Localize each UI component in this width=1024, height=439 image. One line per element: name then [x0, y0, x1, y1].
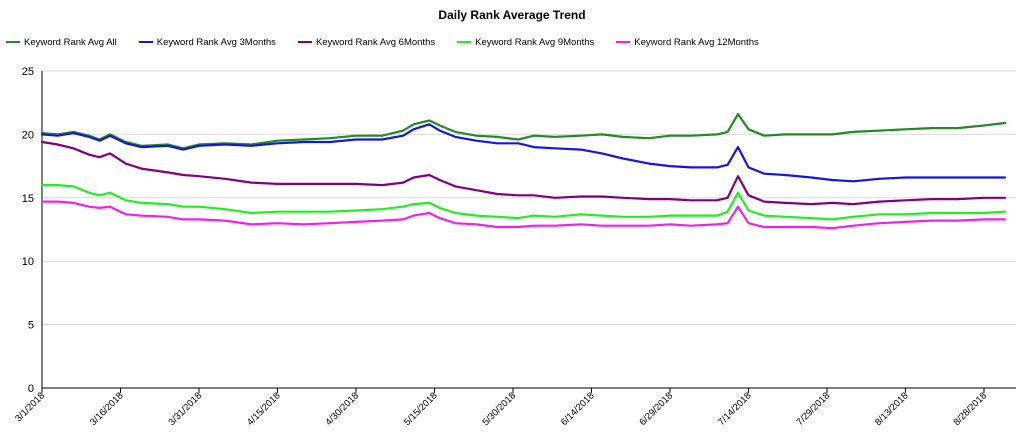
series-line-5 — [40, 200, 1006, 230]
axes — [41, 71, 1016, 393]
x-tick-label: 7/14/2018 — [716, 390, 754, 428]
x-tick-label: 5/30/2018 — [480, 390, 518, 428]
legend-item[interactable]: Keyword Rank Avg 3Months — [138, 36, 276, 48]
x-tick-label: 4/15/2018 — [245, 390, 283, 428]
x-tick-label: 3/31/2018 — [166, 390, 204, 428]
legend-swatch — [457, 41, 472, 43]
legend-item[interactable]: Keyword Rank Avg 12Months — [616, 36, 759, 48]
legend-item[interactable]: Keyword Rank Avg 6Months — [297, 36, 436, 48]
legend-item[interactable]: Keyword Rank Avg All — [6, 37, 117, 48]
gridlines — [42, 70, 1016, 326]
series-line-1 — [40, 113, 1006, 150]
legend-label: Keyword Rank Avg 6Months — [315, 36, 436, 48]
x-tick-label: 6/29/2018 — [637, 390, 675, 428]
y-tick-label: 25 — [22, 66, 34, 78]
legend-label: Keyword Rank Avg All — [24, 36, 117, 48]
series-lines — [40, 113, 1006, 230]
y-tick-label: 15 — [22, 193, 34, 205]
legend-swatch — [138, 41, 153, 43]
x-tick-label: 3/1/2018 — [13, 390, 47, 424]
y-tick-label: 20 — [22, 129, 34, 141]
series-line-4 — [40, 184, 1006, 221]
x-tick-label: 8/13/2018 — [873, 390, 911, 428]
series-line-3 — [40, 140, 1006, 206]
y-tick-labels: 0 5 10 15 20 25 — [22, 66, 34, 395]
x-tick-labels: 3/1/2018 3/16/2018 3/31/2018 4/15/2018 4/30/… — [13, 390, 989, 428]
chart-title: Daily Rank Average Trend — [438, 8, 586, 22]
x-tick-label: 4/30/2018 — [323, 390, 361, 428]
legend-swatch — [297, 41, 312, 43]
legend-label: Keyword Rank Avg 9Months — [475, 36, 595, 48]
x-tick-label: 5/15/2018 — [402, 390, 440, 428]
y-tick-label: 10 — [22, 256, 34, 268]
x-tick-label: 6/14/2018 — [559, 390, 597, 428]
legend-label: Keyword Rank Avg 12Months — [634, 36, 759, 48]
legend-swatch — [616, 41, 631, 43]
x-tick-label: 8/28/2018 — [951, 390, 989, 428]
x-tick-label: 7/29/2018 — [794, 390, 832, 428]
legend-item[interactable]: Keyword Rank Avg 9Months — [457, 37, 594, 48]
y-tick-label: 5 — [28, 320, 34, 332]
series-line-2 — [40, 123, 1006, 183]
y-tick-label: 0 — [28, 383, 34, 395]
legend: Keyword Rank Avg All Keyword Rank Avg 3Mo… — [6, 35, 781, 49]
legend-swatch — [6, 41, 20, 43]
legend-label: Keyword Rank Avg 3Months — [156, 36, 276, 48]
x-tick-label: 3/16/2018 — [88, 390, 126, 428]
